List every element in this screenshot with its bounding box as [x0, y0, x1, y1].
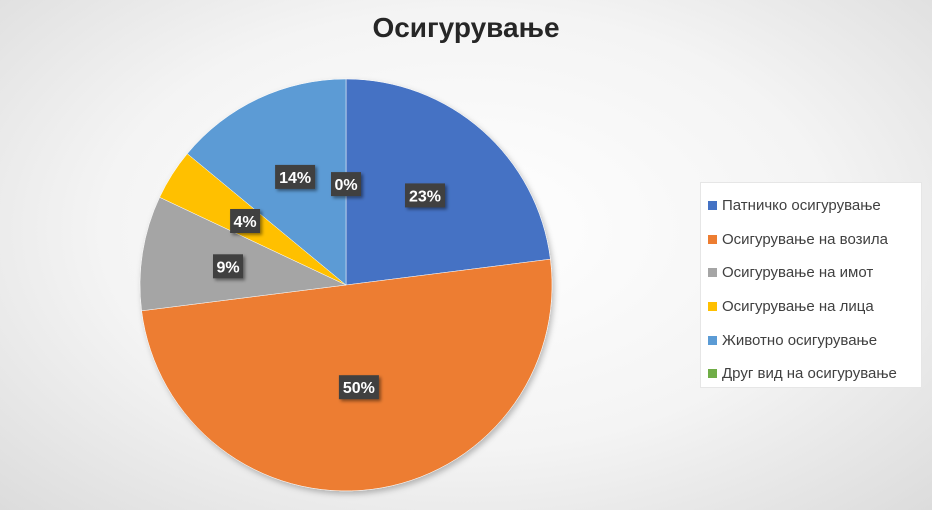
pie-slice-патничко-осигурување: [345, 78, 551, 286]
legend-swatch: [708, 369, 717, 379]
data-label-друг-вид-на-осигурување: 0%: [331, 172, 361, 197]
data-label-box: [405, 183, 445, 208]
data-label-box: [338, 375, 379, 400]
legend-label: Осигурување на имот: [722, 264, 874, 282]
data-label-патничко-осигурување: 23%: [405, 183, 445, 208]
data-label-осигурување-на-имот: 9%: [213, 254, 243, 279]
legend-label: Друг вид на осигурување: [722, 365, 897, 383]
legend-swatch: [708, 268, 717, 278]
legend-item-осигурување-на-возила: Осигурување на возила: [708, 223, 921, 257]
data-label-text: 14%: [279, 170, 311, 187]
legend-item-друг-вид-на-осигурување: Друг вид на осигурување: [708, 357, 921, 391]
pie-slice-животно-осигурување: [186, 78, 347, 286]
pie-slice-осигурување-на-имот: [139, 196, 347, 312]
legend-label: Осигурување на возила: [722, 230, 888, 248]
legend-swatch: [708, 201, 717, 211]
data-label-box: [331, 172, 361, 197]
legend-item-животно-осигурување: Животно осигурување: [708, 323, 921, 357]
data-label-text: 4%: [234, 214, 257, 231]
pie-slice-осигурување-на-возила: [141, 258, 553, 492]
legend-item-осигурување-на-имот: Осигурување на имот: [708, 256, 921, 290]
legend-label: Патничко осигурување: [722, 197, 881, 215]
data-label-text: 9%: [216, 259, 239, 276]
data-label-box: [213, 254, 243, 279]
data-label-text: 0%: [334, 177, 357, 194]
data-label-box: [275, 164, 316, 189]
legend-swatch: [708, 335, 717, 345]
chart-title: Осигурување: [372, 12, 560, 43]
legend-item-осигурување-на-лица: Осигурување на лица: [708, 290, 921, 324]
legend-label: Животно осигурување: [722, 331, 878, 349]
legend-label: Осигурување на лица: [722, 298, 874, 316]
data-label-осигурување-на-возила: 50%: [338, 375, 379, 400]
data-label-text: 23%: [409, 188, 441, 205]
data-label-осигурување-на-лица: 4%: [230, 209, 261, 233]
legend-swatch: [708, 234, 717, 244]
legend: Патничко осигурување Осигурување на возил…: [700, 182, 922, 388]
data-label-box: [230, 209, 261, 233]
data-label-животно-осигурување: 14%: [275, 164, 316, 189]
legend-item-патничко-осигурување: Патничко осигурување: [708, 189, 921, 223]
data-label-text: 50%: [343, 380, 375, 397]
legend-swatch: [708, 302, 717, 312]
